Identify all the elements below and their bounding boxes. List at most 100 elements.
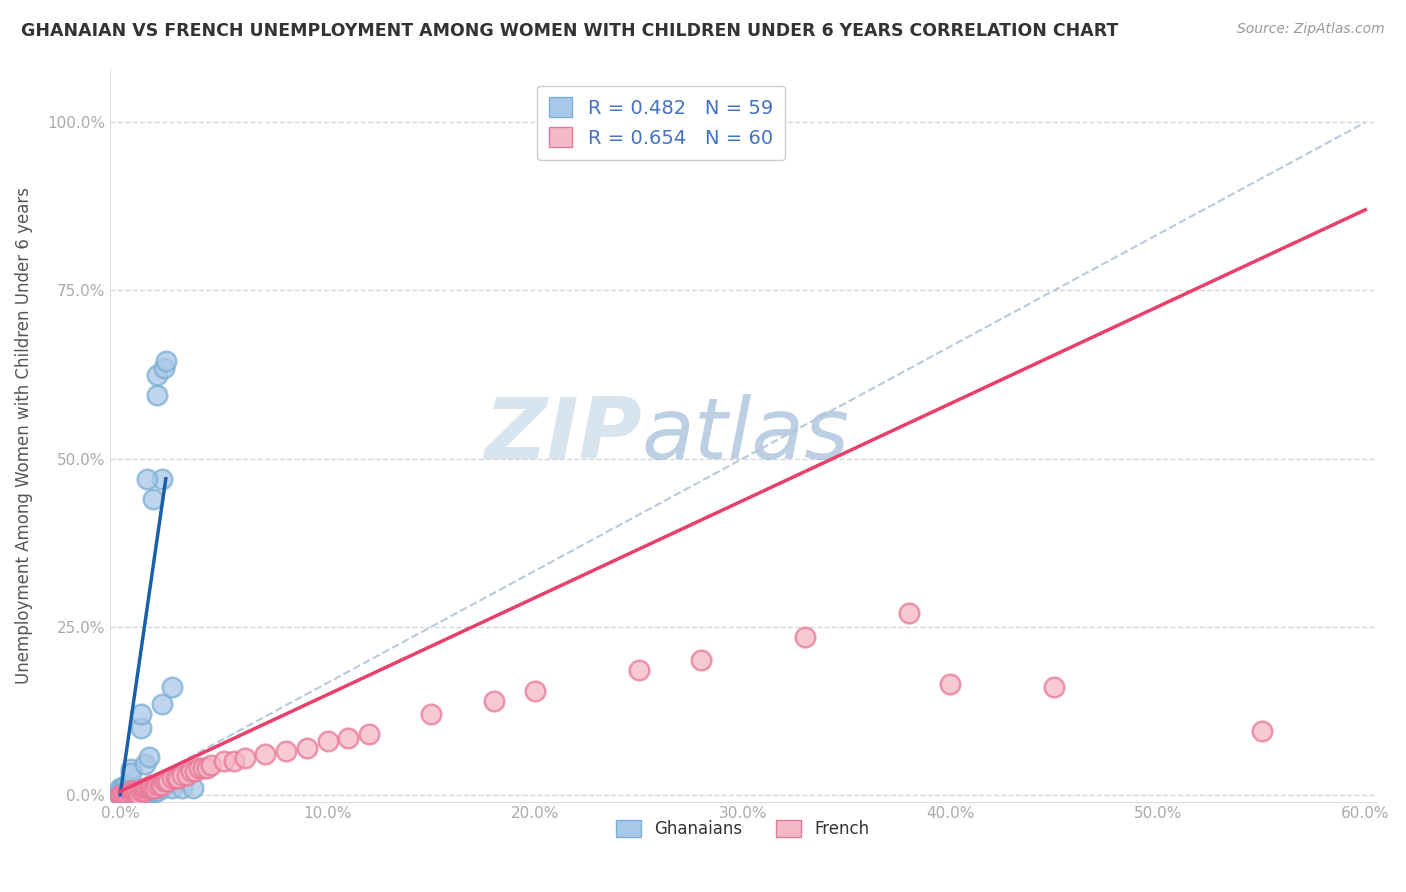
Point bbox=[167, 771, 190, 785]
Point bbox=[155, 354, 177, 368]
Point bbox=[897, 607, 920, 621]
Point bbox=[172, 781, 194, 796]
Point bbox=[420, 707, 443, 722]
Point bbox=[200, 757, 222, 772]
Point bbox=[108, 781, 131, 796]
Point bbox=[160, 771, 183, 785]
Point bbox=[1250, 723, 1272, 738]
Point bbox=[117, 781, 139, 796]
Point bbox=[120, 788, 142, 802]
Point bbox=[115, 784, 138, 798]
Point bbox=[111, 784, 134, 798]
Point bbox=[129, 721, 152, 735]
Text: ZIP: ZIP bbox=[484, 393, 641, 476]
Point bbox=[141, 784, 163, 798]
Text: atlas: atlas bbox=[641, 393, 849, 476]
Point bbox=[129, 784, 152, 798]
Point bbox=[180, 764, 202, 779]
Point bbox=[138, 788, 160, 802]
Point bbox=[145, 784, 167, 798]
Point bbox=[295, 740, 318, 755]
Point bbox=[148, 778, 170, 792]
Point bbox=[142, 784, 165, 798]
Point bbox=[141, 778, 163, 792]
Point bbox=[152, 360, 174, 375]
Point bbox=[128, 784, 150, 798]
Point bbox=[132, 784, 155, 798]
Point bbox=[156, 774, 179, 789]
Point bbox=[125, 788, 148, 802]
Point bbox=[112, 781, 135, 796]
Point bbox=[146, 784, 169, 798]
Point bbox=[125, 784, 148, 798]
Legend: Ghanaians, French: Ghanaians, French bbox=[609, 813, 876, 845]
Point bbox=[117, 788, 139, 802]
Point bbox=[121, 784, 143, 798]
Point bbox=[176, 767, 198, 781]
Point bbox=[120, 784, 142, 798]
Point bbox=[115, 788, 138, 802]
Point bbox=[134, 781, 156, 796]
Point bbox=[224, 754, 246, 768]
Point bbox=[136, 781, 159, 796]
Y-axis label: Unemployment Among Women with Children Under 6 years: Unemployment Among Women with Children U… bbox=[15, 186, 32, 683]
Point bbox=[124, 788, 146, 802]
Point bbox=[115, 778, 138, 792]
Point bbox=[112, 788, 135, 802]
Point bbox=[254, 747, 277, 762]
Point bbox=[111, 781, 134, 796]
Point bbox=[359, 727, 381, 741]
Text: Source: ZipAtlas.com: Source: ZipAtlas.com bbox=[1237, 22, 1385, 37]
Point bbox=[150, 778, 173, 792]
Point bbox=[124, 788, 146, 802]
Point bbox=[117, 784, 139, 798]
Point bbox=[155, 774, 177, 789]
Point bbox=[627, 664, 650, 678]
Point bbox=[142, 781, 165, 796]
Point bbox=[146, 778, 169, 792]
Point bbox=[138, 781, 160, 796]
Point bbox=[121, 781, 143, 796]
Point bbox=[134, 784, 156, 798]
Point bbox=[195, 761, 218, 775]
Point bbox=[120, 788, 142, 802]
Point bbox=[128, 788, 150, 802]
Point bbox=[152, 774, 174, 789]
Point bbox=[120, 784, 142, 798]
Point bbox=[125, 788, 148, 802]
Point bbox=[1043, 680, 1066, 694]
Point bbox=[136, 472, 159, 486]
Point bbox=[112, 784, 135, 798]
Point bbox=[138, 749, 160, 764]
Point bbox=[129, 707, 152, 722]
Point bbox=[125, 784, 148, 798]
Point bbox=[142, 491, 165, 506]
Point bbox=[794, 630, 817, 644]
Point bbox=[136, 784, 159, 798]
Point bbox=[108, 788, 131, 802]
Point bbox=[115, 788, 138, 802]
Point bbox=[124, 784, 146, 798]
Point bbox=[150, 472, 173, 486]
Point bbox=[129, 788, 152, 802]
Point bbox=[121, 788, 143, 802]
Point bbox=[276, 744, 298, 758]
Point bbox=[191, 761, 214, 775]
Point bbox=[134, 756, 156, 771]
Point bbox=[337, 731, 360, 745]
Point bbox=[212, 754, 235, 768]
Point bbox=[129, 784, 152, 798]
Point bbox=[141, 781, 163, 796]
Point bbox=[150, 697, 173, 711]
Point bbox=[134, 788, 156, 802]
Point bbox=[524, 683, 547, 698]
Point bbox=[939, 677, 962, 691]
Point bbox=[145, 781, 167, 796]
Point bbox=[121, 788, 143, 802]
Point bbox=[690, 653, 713, 667]
Point bbox=[120, 762, 142, 776]
Point bbox=[117, 788, 139, 802]
Point bbox=[165, 771, 187, 785]
Point bbox=[121, 784, 143, 798]
Point bbox=[124, 784, 146, 798]
